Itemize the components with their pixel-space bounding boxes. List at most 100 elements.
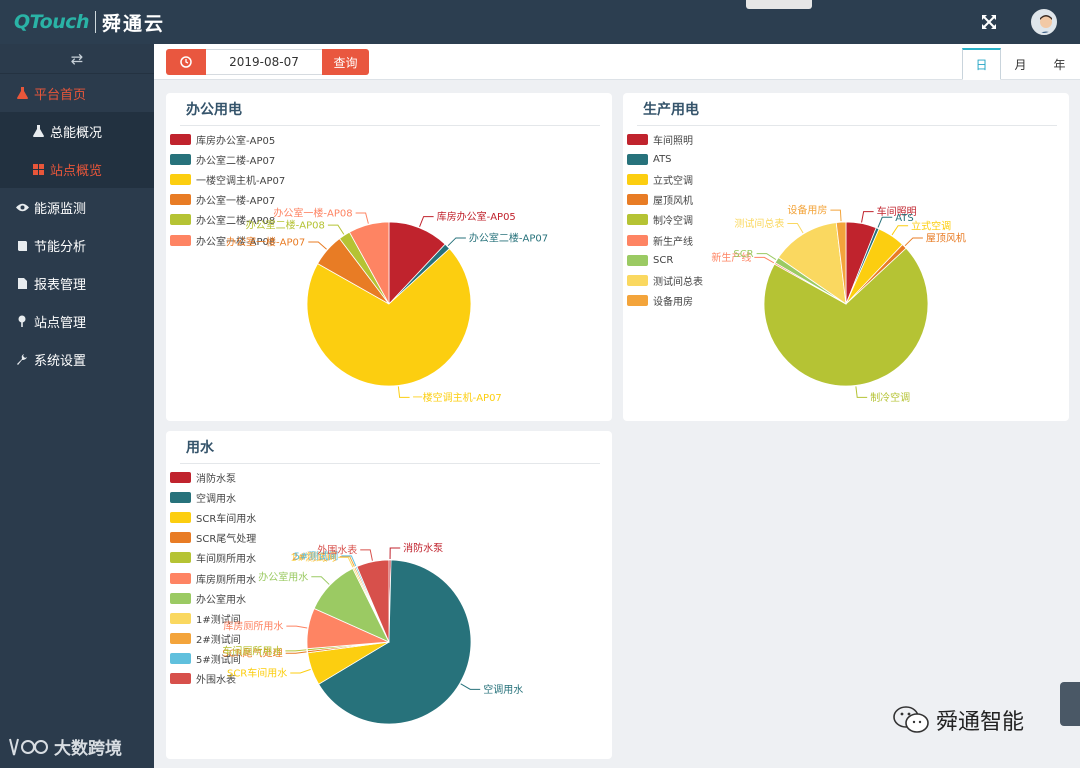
legend-item[interactable]: 车间照明 [627, 129, 703, 149]
pie-label: 办公室用水 [258, 570, 308, 583]
pie-label: 车间厕所用水 [222, 644, 282, 657]
pie-label-line [460, 683, 481, 690]
sidebar-item-energy-analysis[interactable]: 节能分析 [0, 226, 154, 264]
logo[interactable]: QTouch 舜通云 [14, 8, 165, 36]
pie-slice[interactable] [306, 248, 472, 387]
legend-swatch [627, 274, 648, 286]
sidebar-toggle-button[interactable]: ⇄ [0, 44, 154, 74]
pie-label: 制冷空调 [870, 391, 910, 404]
legend-item[interactable]: SCR [627, 250, 703, 270]
clock-icon [180, 56, 192, 68]
sidebar-item-settings[interactable]: 系统设置 [0, 340, 154, 378]
toolbar: 2019-08-07 查询 日 月 年 [154, 44, 1080, 80]
pie-slice[interactable] [835, 221, 847, 305]
pie-label: 1#测试间 [290, 551, 335, 564]
pie-slice[interactable] [763, 247, 929, 387]
sidebar-item-reports[interactable]: 报表管理 [0, 264, 154, 302]
legend-item[interactable]: 1#测试间 [170, 608, 256, 628]
legend-label: 库房厕所用水 [196, 574, 256, 586]
legend-swatch [627, 214, 648, 226]
sidebar-item-label: 站点概览 [50, 163, 103, 179]
pie-label-line [338, 556, 354, 568]
sidebar: ⇄ 平台首页 总能概况 站点概览 能源监测 节能分析 [0, 44, 154, 768]
pie-label-line [855, 386, 868, 398]
side-panel-handle[interactable] [1060, 682, 1080, 726]
sidebar-item-station-overview[interactable]: 站点概览 [0, 150, 154, 188]
wechat-icon [893, 706, 929, 733]
tab-day[interactable]: 日 [962, 48, 1001, 80]
legend-item[interactable]: 库房办公室-AP05 [170, 129, 285, 149]
pie-label: SCR [733, 249, 753, 260]
pie-label: 5#测试间 [294, 549, 339, 562]
legend-item[interactable]: ATS [627, 149, 703, 169]
user-avatar-icon [1033, 11, 1055, 33]
query-button[interactable]: 查询 [322, 49, 369, 75]
pie-label: 库房办公室-AP05 [437, 210, 516, 223]
pie-label: 屋顶风机 [926, 231, 966, 244]
legend-item[interactable]: 设备用房 [627, 291, 703, 311]
pie-slice[interactable] [356, 559, 390, 643]
pie-slice[interactable] [388, 221, 446, 306]
sidebar-item-label: 能源监测 [34, 201, 87, 217]
sidebar-item-energy-monitor[interactable]: 能源监测 [0, 188, 154, 226]
pie-slice[interactable] [318, 559, 472, 725]
pie-slice[interactable] [777, 222, 847, 305]
legend-item[interactable]: 车间厕所用水 [170, 548, 256, 568]
tab-month[interactable]: 月 [1014, 57, 1027, 72]
legend-item[interactable]: SCR车间用水 [170, 507, 256, 527]
date-picker-button[interactable] [166, 49, 206, 75]
expand-arrows-icon [982, 15, 996, 29]
tab-year[interactable]: 年 [1053, 57, 1066, 72]
pie-label-line [285, 649, 307, 652]
fullscreen-button[interactable] [978, 12, 1000, 32]
pie-label-line [311, 576, 330, 585]
sidebar-item-label: 总能概况 [50, 125, 103, 141]
legend-item[interactable]: 一楼空调主机-AP07 [170, 169, 285, 189]
legend-item[interactable]: 办公室一楼-AP07 [170, 190, 285, 210]
map-pin-icon [14, 315, 30, 327]
window-tools-strip[interactable] [746, 0, 812, 9]
file-icon [14, 277, 30, 289]
legend-item[interactable]: 新生产线 [627, 230, 703, 250]
legend-item[interactable]: 外围水表 [170, 669, 256, 689]
legend-label: 屋顶风机 [653, 196, 693, 208]
pie-label-line [830, 209, 842, 222]
sidebar-item-station-manage[interactable]: 站点管理 [0, 302, 154, 340]
legend-item[interactable]: 5#测试间 [170, 649, 256, 669]
sidebar-item-overview[interactable]: 总能概况 [0, 112, 154, 150]
legend-item[interactable]: 消防水泵 [170, 467, 256, 487]
pie-label-line [447, 237, 466, 247]
legend-item[interactable]: 空调用水 [170, 487, 256, 507]
legend-item[interactable]: 制冷空调 [627, 210, 703, 230]
pie-label: 新生产线 [711, 251, 751, 264]
legend-swatch [170, 133, 191, 145]
pie-label-line [787, 223, 804, 234]
pie-label: 库房厕所用水 [223, 620, 283, 633]
pie-slice[interactable] [348, 221, 390, 305]
legend-item[interactable]: 2#测试间 [170, 629, 256, 649]
legend-item[interactable]: 办公室一楼-AP08 [170, 230, 285, 250]
sidebar-item-home[interactable]: 平台首页 [0, 74, 154, 112]
legend-item[interactable]: 办公室二楼-AP07 [170, 149, 285, 169]
pie-label-line [339, 556, 355, 567]
watermark-logo-icon [9, 738, 48, 755]
legend-item[interactable]: 屋顶风机 [627, 190, 703, 210]
pie-label-line [285, 651, 307, 654]
pie-label: 外围水表 [317, 543, 357, 556]
legend-item[interactable]: 办公室二楼-AP08 [170, 210, 285, 230]
pie-label-line [877, 216, 893, 228]
legend-swatch [170, 194, 191, 206]
legend-item[interactable]: 办公室用水 [170, 588, 256, 608]
avatar[interactable] [1031, 9, 1057, 35]
pie-label: 车间照明 [877, 205, 917, 218]
pie-label: 办公室二楼-AP08 [246, 219, 325, 232]
legend-item[interactable]: SCR尾气处理 [170, 528, 256, 548]
date-input[interactable]: 2019-08-07 [206, 49, 322, 75]
legend-item[interactable]: 库房厕所用水 [170, 568, 256, 588]
legend-label: 1#测试间 [196, 614, 241, 626]
legend-item[interactable]: 立式空调 [627, 169, 703, 189]
pie-label: 办公室一楼-AP08 [273, 206, 352, 219]
legend-label: 一楼空调主机-AP07 [196, 175, 286, 187]
pie-label-line [286, 625, 308, 629]
legend-item[interactable]: 测试间总表 [627, 270, 703, 290]
